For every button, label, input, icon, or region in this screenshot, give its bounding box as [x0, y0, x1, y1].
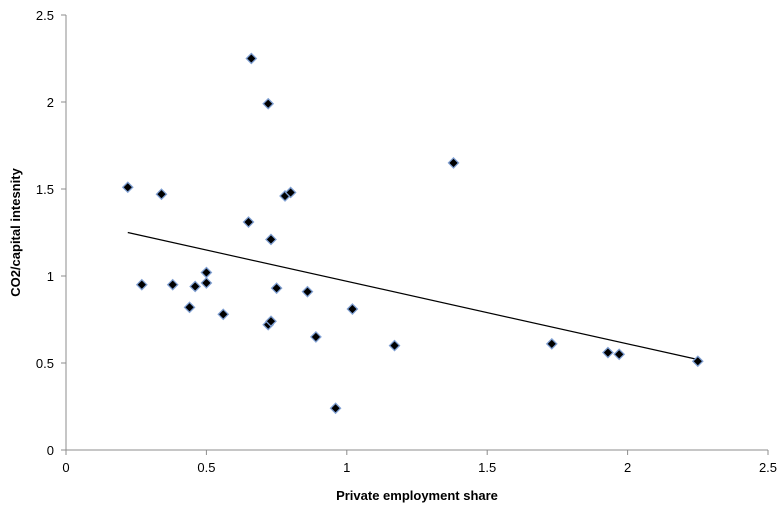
data-point	[155, 188, 168, 201]
data-point	[189, 280, 202, 293]
x-tick-label: 2	[624, 460, 631, 475]
x-axis-title: Private employment share	[336, 488, 498, 503]
data-point	[447, 156, 460, 169]
y-ticks: 0 0.5 1 1.5 2 2.5	[36, 8, 66, 458]
data-point	[388, 339, 401, 352]
data-point	[242, 216, 255, 228]
data-point	[121, 181, 134, 194]
data-point	[135, 278, 148, 291]
data-point	[613, 348, 626, 361]
x-tick-label: 1.5	[478, 460, 496, 475]
x-tick-label: 0.5	[197, 460, 215, 475]
data-point	[200, 277, 213, 289]
axes	[65, 15, 768, 451]
data-point	[245, 52, 258, 65]
data-point	[602, 346, 614, 359]
y-tick-label: 0	[47, 443, 54, 458]
data-point	[265, 233, 277, 246]
data-point	[309, 330, 322, 343]
data-point	[301, 285, 314, 298]
y-tick-label: 2	[47, 95, 54, 110]
trend-line	[127, 231, 698, 361]
y-tick-label: 1	[47, 269, 54, 284]
y-tick-label: 0.5	[36, 356, 54, 371]
data-point	[265, 315, 277, 328]
x-tick-label: 1	[343, 460, 350, 475]
y-tick-label: 2.5	[36, 8, 54, 23]
data-point	[262, 97, 275, 110]
data-point	[200, 266, 213, 279]
x-ticks: 0 0.5 1 1.5 2 2.5	[62, 450, 777, 475]
y-axis-title: CO2/capital intesnity	[8, 167, 23, 296]
data-points	[121, 52, 704, 415]
data-point	[166, 278, 179, 291]
data-point	[346, 303, 359, 315]
data-point	[329, 402, 342, 415]
data-point	[691, 355, 704, 368]
data-point	[270, 282, 283, 295]
data-point	[545, 337, 558, 350]
data-point	[284, 186, 297, 199]
x-tick-label: 2.5	[759, 460, 777, 475]
x-tick-label: 0	[62, 460, 69, 475]
data-point	[217, 308, 230, 321]
y-tick-label: 1.5	[36, 182, 54, 197]
data-point	[183, 301, 196, 314]
